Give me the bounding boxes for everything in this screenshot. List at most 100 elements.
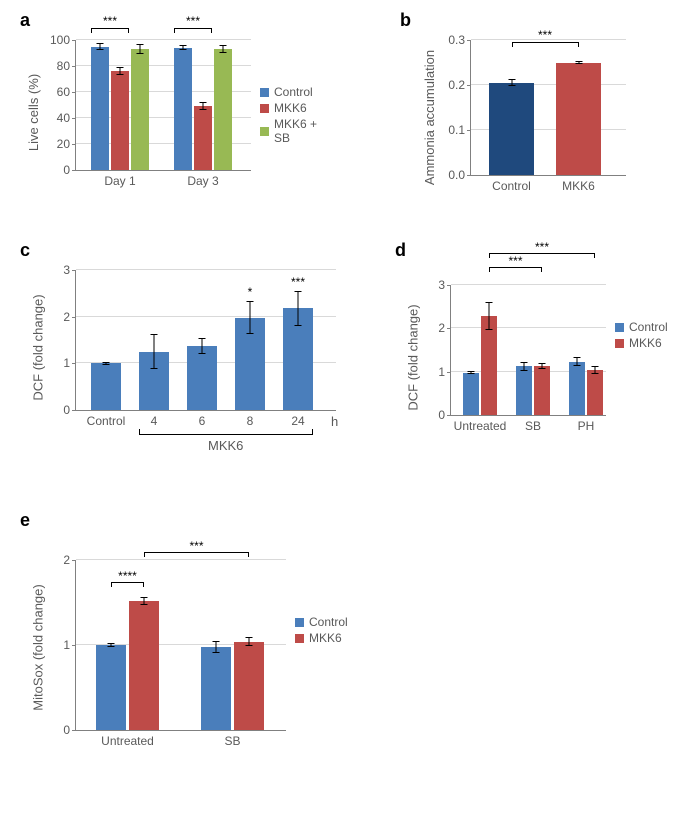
bar [587,370,603,415]
bar [174,48,192,170]
x-tick: 8 [247,410,254,428]
y-tick: 2 [438,321,451,335]
panel-d-legend: Control MKK6 [615,320,668,352]
sig-label: *** [291,275,305,289]
bar [131,49,149,170]
error-bar [106,362,107,365]
legend-swatch [295,618,304,627]
panel-e-ylabel: MitoSox (fold change) [31,584,46,710]
bar [91,363,121,410]
panel-b: b Ammonia accumulation 0.00.10.20.3Contr… [400,10,650,200]
legend-swatch [260,88,269,97]
error-bar [511,79,512,86]
panel-e-label: e [20,510,30,531]
panel-c: c DCF (fold change) 0123Control468*24***… [20,240,350,460]
sig-label: *** [538,28,552,42]
legend-swatch [615,323,624,332]
y-tick: 0 [63,723,76,737]
bar [463,373,479,415]
panel-d-chart: 0123UntreatedSBPH****** [450,285,606,416]
y-tick: 0.1 [448,123,471,137]
error-bar [595,366,596,375]
panel-b-chart: 0.00.10.20.3ControlMKK6*** [470,40,626,176]
bar [235,318,265,410]
bar [201,647,231,730]
bar [187,346,217,410]
bar [129,601,159,730]
sig-label: *** [508,254,522,268]
sig-label: *** [189,539,203,553]
y-tick: 60 [57,85,76,99]
bar [91,47,109,171]
legend-swatch [260,104,269,113]
bar [194,106,212,170]
x-tick: SB [224,730,240,748]
panel-e-legend: Control MKK6 [295,615,348,647]
error-bar [542,363,543,369]
y-tick: 80 [57,59,76,73]
error-bar [524,362,525,371]
error-bar [216,641,217,653]
panel-a-legend: Control MKK6 MKK6 + SB [260,85,330,147]
legend-swatch [260,127,269,136]
panel-d-label: d [395,240,406,261]
sig-label: * [248,285,253,299]
error-bar [100,43,101,51]
error-bar [144,597,145,606]
x-tick: 6 [199,410,206,428]
time-unit: h [331,414,338,429]
error-bar [577,357,578,366]
x-tick: 4 [151,410,158,428]
sig-label: *** [103,14,117,28]
legend-swatch [295,634,304,643]
y-tick: 1 [63,356,76,370]
y-tick: 2 [63,553,76,567]
panel-d: d DCF (fold change) 0123UntreatedSBPH***… [395,240,675,460]
y-tick: 0 [63,403,76,417]
x-tick: MKK6 [562,175,595,193]
error-bar [111,643,112,646]
error-bar [223,45,224,53]
bar [516,366,532,415]
range-label: MKK6 [208,438,243,453]
error-bar [578,61,579,65]
panel-e: e MitoSox (fold change) 012UntreatedSB**… [20,510,370,760]
y-tick: 40 [57,111,76,125]
bar [283,308,313,410]
legend-swatch [615,339,624,348]
y-tick: 0 [438,408,451,422]
panel-c-chart: 0123Control468*24***hMKK6 [75,270,336,411]
bar [214,49,232,170]
y-tick: 3 [63,263,76,277]
bar [139,352,169,410]
y-tick: 0.2 [448,78,471,92]
y-tick: 0.3 [448,33,471,47]
bar [111,71,129,170]
y-tick: 0.0 [448,168,471,182]
x-tick: Control [87,410,126,428]
y-tick: 20 [57,137,76,151]
panel-a: a Live cells (%) 020406080100Day 1***Day… [20,10,330,200]
panel-a-ylabel: Live cells (%) [26,74,41,151]
error-bar [140,44,141,54]
sig-label: *** [535,240,549,254]
error-bar [154,334,155,369]
panel-b-ylabel: Ammonia accumulation [422,50,437,185]
panel-c-ylabel: DCF (fold change) [31,294,46,400]
bar [534,366,550,415]
x-tick: 24 [291,410,304,428]
error-bar [203,102,204,110]
x-tick: Control [492,175,531,193]
error-bar [120,67,121,75]
x-tick: Untreated [454,415,507,433]
panel-a-chart: 020406080100Day 1***Day 3*** [75,40,251,171]
bar [489,83,534,175]
panel-d-ylabel: DCF (fold change) [406,304,421,410]
x-tick: PH [578,415,595,433]
x-tick: Untreated [101,730,154,748]
error-bar [202,338,203,354]
error-bar [250,301,251,334]
x-tick: Day 3 [187,170,218,188]
bar [481,316,497,415]
y-tick: 3 [438,278,451,292]
